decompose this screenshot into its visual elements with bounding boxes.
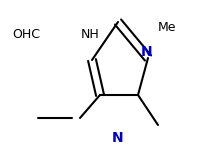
Text: Me: Me: [157, 21, 176, 34]
Text: N: N: [140, 45, 152, 59]
Text: NH: NH: [80, 28, 99, 41]
Text: N: N: [112, 131, 123, 145]
Text: OHC: OHC: [12, 28, 40, 41]
